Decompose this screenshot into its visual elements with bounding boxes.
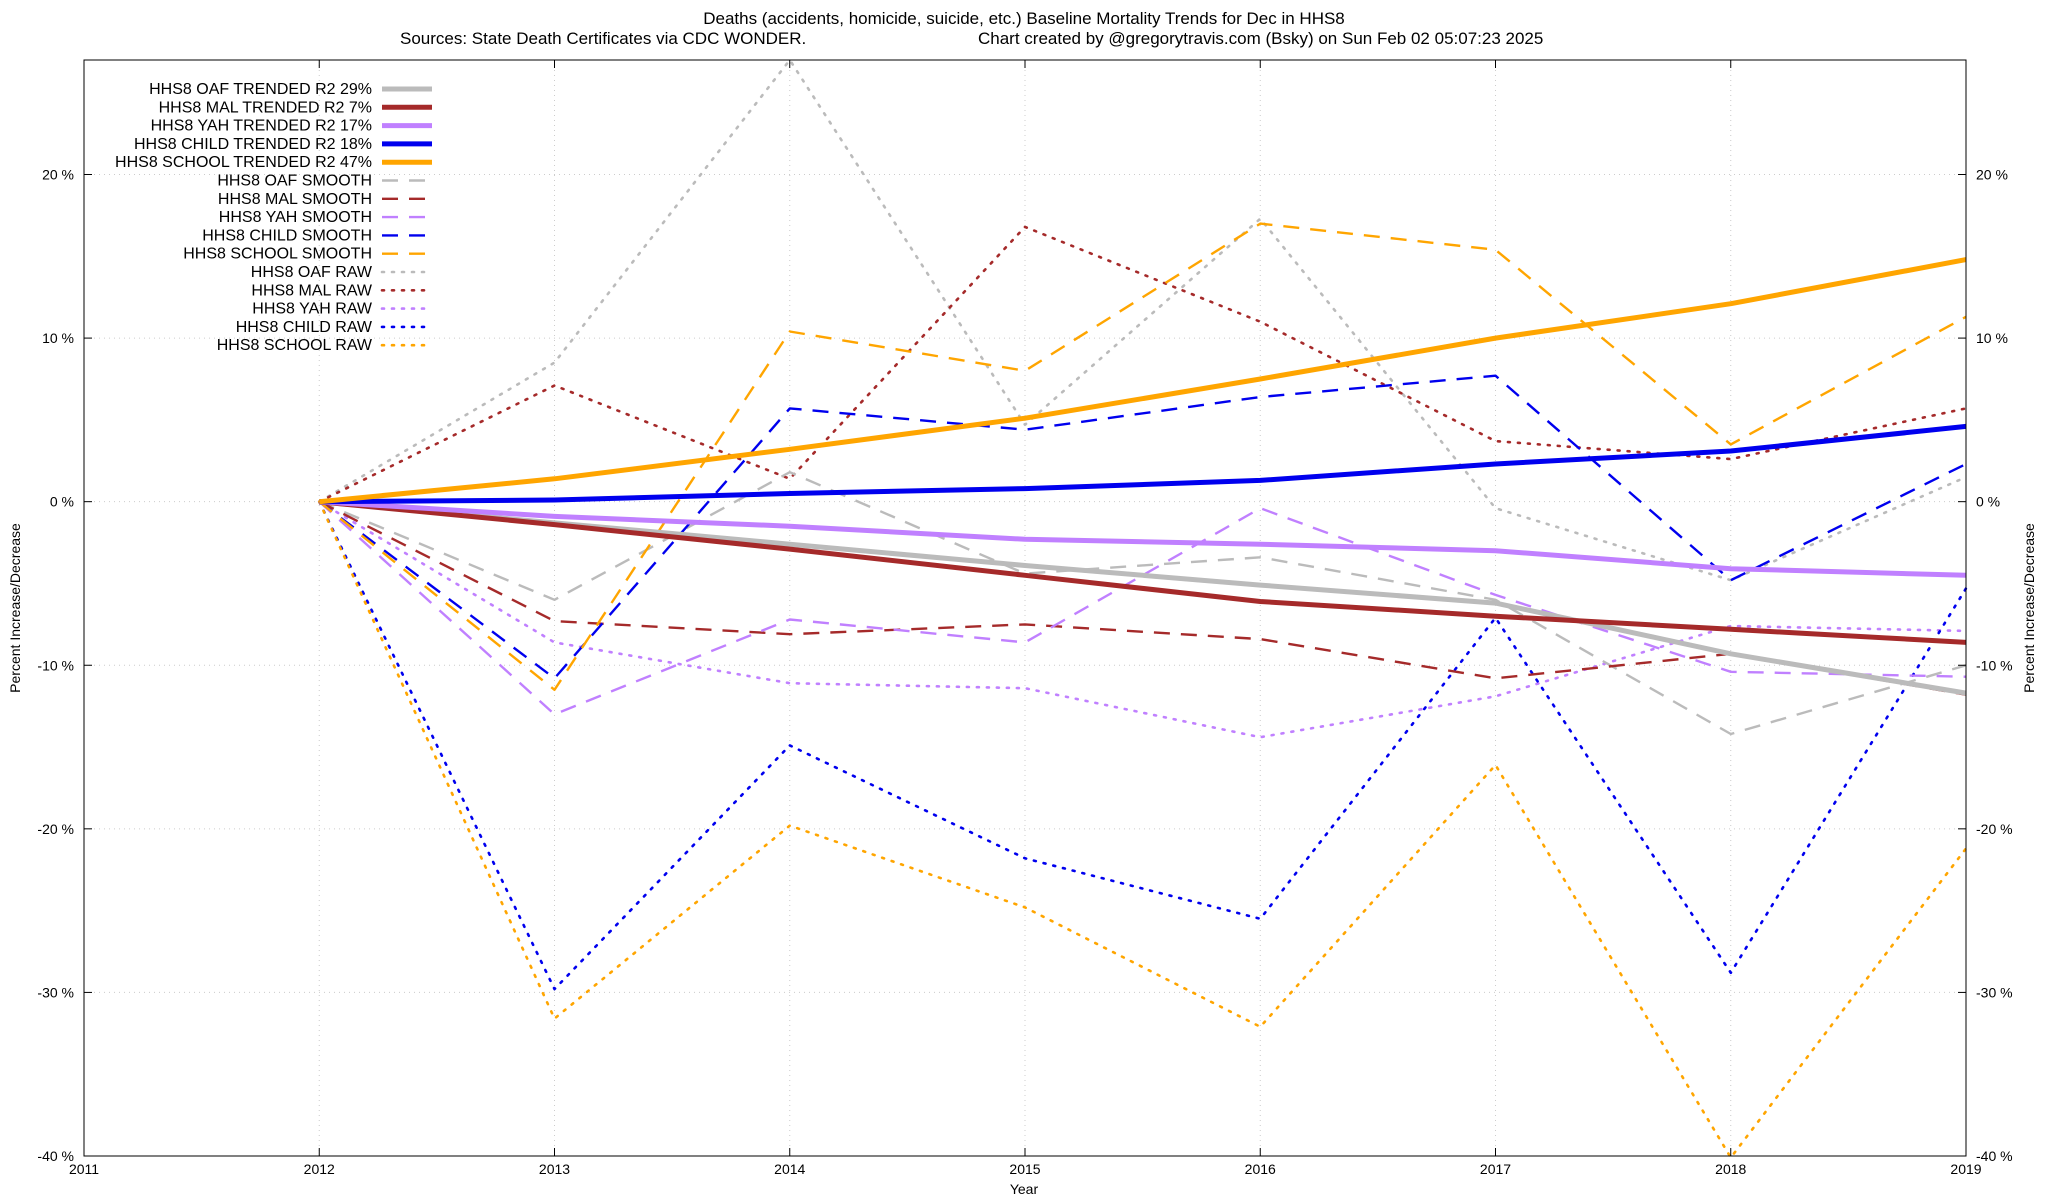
- series-line-hhs8-school-raw: [317, 500, 1968, 1159]
- x-tick-label: 2018: [1715, 1161, 1746, 1177]
- legend-label-hhs8-school-smooth: HHS8 SCHOOL SMOOTH: [183, 246, 372, 263]
- x-axis-label: Year: [1010, 1181, 1039, 1197]
- y-tick-label-left: 20 %: [42, 167, 74, 183]
- x-tick-label: 2015: [1009, 1161, 1040, 1177]
- legend-label-hhs8-yah-smooth: HHS8 YAH SMOOTH: [219, 209, 372, 226]
- legend-label-hhs8-oaf-trended-r2-29: HHS8 OAF TRENDED R2 29%: [149, 81, 372, 98]
- legend-label-hhs8-oaf-smooth: HHS8 OAF SMOOTH: [217, 173, 372, 190]
- x-tick-label: 2012: [304, 1161, 335, 1177]
- series-line-hhs8-oaf-smooth: [318, 471, 1967, 736]
- legend-label-hhs8-child-trended-r2-18: HHS8 CHILD TRENDED R2 18%: [134, 136, 372, 153]
- legend-label-hhs8-mal-trended-r2-7: HHS8 MAL TRENDED R2 7%: [159, 99, 372, 116]
- chart-subtitle-left: Sources: State Death Certificates via CD…: [400, 29, 806, 48]
- y-tick-label-right: -10 %: [1976, 657, 2013, 673]
- chart-title: Deaths (accidents, homicide, suicide, et…: [703, 9, 1345, 28]
- x-tick-label: 2014: [774, 1161, 805, 1177]
- y-axis-label-left: Percent Increase/Decrease: [7, 523, 23, 693]
- x-tick-label: 2011: [69, 1161, 99, 1177]
- series-line-hhs8-yah-smooth: [318, 500, 1967, 716]
- x-tick-label: 2016: [1245, 1161, 1276, 1177]
- series-line-hhs8-child-raw: [317, 500, 1968, 991]
- series-line-hhs8-child-smooth: [318, 374, 1967, 680]
- legend: HHS8 OAF TRENDED R2 29%HHS8 MAL TRENDED …: [115, 81, 434, 354]
- y-tick-label-left: 0 %: [50, 494, 74, 510]
- y-tick-label-right: 10 %: [1976, 330, 2008, 346]
- legend-label-hhs8-yah-trended-r2-17: HHS8 YAH TRENDED R2 17%: [151, 118, 372, 135]
- y-tick-label-left: 10 %: [42, 330, 74, 346]
- legend-label-hhs8-yah-raw: HHS8 YAH RAW: [252, 301, 373, 318]
- y-tick-label-right: 0 %: [1976, 494, 2000, 510]
- x-tick-label: 2017: [1480, 1161, 1511, 1177]
- series-line-hhs8-school-trended-r2-47: [319, 257, 1967, 505]
- axis-ticks: 2011 2012 2013 2014 2015 2016 2017 2018 2019 20 %…: [37, 60, 2013, 1177]
- series-line-hhs8-school-smooth: [318, 222, 1967, 691]
- legend-label-hhs8-oaf-raw: HHS8 OAF RAW: [251, 264, 373, 281]
- y-tick-label-right: -30 %: [1976, 984, 2013, 1000]
- y-tick-label-left: -20 %: [37, 821, 74, 837]
- series-lines: [317, 58, 1968, 1159]
- y-tick-label-left: -30 %: [37, 984, 74, 1000]
- y-tick-label-right: -40 %: [1976, 1148, 2013, 1164]
- series-line-hhs8-yah-trended-r2-17: [319, 499, 1967, 578]
- legend-label-hhs8-child-raw: HHS8 CHILD RAW: [236, 319, 373, 336]
- legend-label-hhs8-child-smooth: HHS8 CHILD SMOOTH: [202, 227, 372, 244]
- series-line-hhs8-mal-trended-r2-7: [319, 499, 1967, 645]
- legend-label-hhs8-school-raw: HHS8 SCHOOL RAW: [217, 337, 373, 354]
- y-tick-label-right: 20 %: [1976, 167, 2008, 183]
- chart-subtitle-right: Chart created by @gregorytravis.com (Bsk…: [978, 29, 1543, 48]
- x-tick-label: 2019: [1950, 1161, 1981, 1177]
- y-tick-label-left: -40 %: [37, 1148, 74, 1164]
- x-tick-label: 2013: [539, 1161, 570, 1177]
- y-axis-label-right: Percent Increase/Decrease: [2021, 523, 2037, 693]
- series-line-hhs8-mal-smooth: [318, 500, 1967, 696]
- series-line-hhs8-child-trended-r2-18: [319, 423, 1967, 505]
- legend-label-hhs8-mal-raw: HHS8 MAL RAW: [251, 282, 373, 299]
- series-line-hhs8-yah-raw: [317, 500, 1968, 739]
- legend-label-hhs8-mal-smooth: HHS8 MAL SMOOTH: [218, 191, 372, 208]
- y-tick-label-left: -10 %: [37, 657, 74, 673]
- legend-label-hhs8-school-trended-r2-47: HHS8 SCHOOL TRENDED R2 47%: [115, 154, 372, 171]
- series-line-hhs8-mal-raw: [317, 225, 1968, 504]
- y-tick-label-right: -20 %: [1976, 821, 2013, 837]
